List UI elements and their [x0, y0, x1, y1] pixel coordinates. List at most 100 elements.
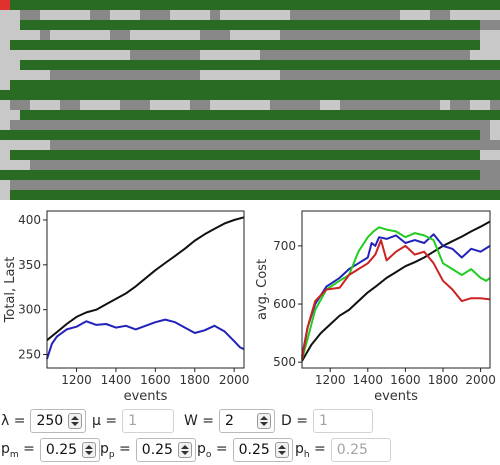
grid-cell	[450, 130, 460, 140]
grid-marker-cell	[0, 0, 10, 10]
grid-cell	[80, 90, 90, 100]
grid-cell	[440, 110, 450, 120]
grid-cell	[480, 120, 490, 130]
grid-cell	[240, 30, 250, 40]
grid-cell	[310, 180, 320, 190]
mu-spinner[interactable]: 1	[122, 409, 175, 433]
lambda-spinner[interactable]: 250	[30, 409, 87, 433]
grid-cell	[140, 20, 150, 30]
grid-cell	[60, 140, 70, 150]
grid-cell	[140, 10, 150, 20]
grid-cell	[290, 100, 300, 110]
grid-cell	[140, 90, 150, 100]
grid-cell	[180, 40, 190, 50]
spinner-arrows-icon[interactable]	[68, 413, 83, 429]
d-spinner[interactable]: 1	[312, 409, 373, 433]
grid-cell	[360, 160, 370, 170]
grid-cell	[20, 190, 30, 200]
po-spinner[interactable]: 0.25	[232, 438, 293, 462]
spinner-arrows-icon[interactable]	[274, 442, 289, 458]
grid-cell	[300, 50, 310, 60]
w-spinner[interactable]: 2	[219, 409, 276, 433]
grid-cell	[100, 50, 110, 60]
pp-spinner[interactable]: 0.25	[135, 438, 196, 462]
grid-cell	[60, 20, 70, 30]
grid-cell	[320, 40, 330, 50]
grid-cell	[200, 140, 210, 150]
grid-cell	[160, 20, 170, 30]
y-tick-label: 300	[18, 303, 41, 317]
grid-cell	[270, 150, 280, 160]
grid-cell	[110, 20, 120, 30]
grid-cell	[390, 20, 400, 30]
grid-cell	[80, 170, 90, 180]
spinner-arrows-icon[interactable]	[81, 442, 96, 458]
grid-cell	[290, 140, 300, 150]
grid-cell	[330, 80, 340, 90]
grid-cell	[420, 0, 430, 10]
grid-cell	[420, 120, 430, 130]
grid-cell	[30, 60, 40, 70]
grid-cell	[450, 150, 460, 160]
grid-cell	[90, 140, 100, 150]
grid-cell	[450, 120, 460, 130]
grid-cell	[40, 50, 50, 60]
parameter-row-2: pm = 0.25 pp = 0.25 po = 0.25 ph = 0.25	[0, 437, 500, 465]
grid-cell	[50, 130, 60, 140]
grid-cell	[300, 0, 310, 10]
grid-cell	[380, 30, 390, 40]
grid-cell	[300, 80, 310, 90]
grid-cell	[350, 30, 360, 40]
grid-cell	[160, 60, 170, 70]
grid-cell	[80, 10, 90, 20]
y-tick-label: 700	[273, 239, 296, 253]
grid-cell	[480, 90, 490, 100]
grid-cell	[190, 30, 200, 40]
grid-cell	[330, 160, 340, 170]
grid-cell	[180, 0, 190, 10]
grid-cell	[90, 10, 100, 20]
grid-cell	[360, 110, 370, 120]
y-tick-label: 350	[18, 258, 41, 272]
grid-cell	[80, 140, 90, 150]
grid-cell	[140, 70, 150, 80]
grid-cell	[200, 20, 210, 30]
grid-cell	[450, 50, 460, 60]
grid-cell	[20, 60, 30, 70]
grid-cell	[120, 120, 130, 130]
grid-cell	[380, 110, 390, 120]
grid-cell	[180, 170, 190, 180]
grid-cell	[450, 40, 460, 50]
grid-cell	[80, 80, 90, 90]
grid-cell	[60, 30, 70, 40]
grid-cell	[400, 70, 410, 80]
grid-cell	[150, 180, 160, 190]
spinner-arrows-icon[interactable]	[177, 442, 192, 458]
grid-cell	[160, 190, 170, 200]
grid-cell	[120, 90, 130, 100]
grid-cell	[490, 30, 500, 40]
y-axis-label: Total, Last	[3, 257, 18, 324]
grid-cell	[60, 180, 70, 190]
grid-cell	[320, 140, 330, 150]
grid-cell	[320, 10, 330, 20]
grid-cell	[370, 130, 380, 140]
grid-cell	[20, 40, 30, 50]
series-line	[46, 318, 245, 360]
grid-cell	[110, 50, 120, 60]
grid-cell	[290, 20, 300, 30]
grid-cell	[40, 0, 50, 10]
series-line	[301, 239, 491, 360]
grid-cell	[490, 80, 500, 90]
grid-cell	[480, 10, 490, 20]
grid-cell	[440, 50, 450, 60]
grid-cell	[200, 60, 210, 70]
grid-cell	[160, 160, 170, 170]
grid-cell	[350, 100, 360, 110]
grid-cell	[140, 150, 150, 160]
pm-spinner[interactable]: 0.25	[39, 438, 100, 462]
spinner-arrows-icon[interactable]	[257, 413, 272, 429]
ph-spinner[interactable]: 0.25	[330, 438, 391, 462]
grid-cell	[470, 100, 480, 110]
grid-cell	[0, 80, 10, 90]
